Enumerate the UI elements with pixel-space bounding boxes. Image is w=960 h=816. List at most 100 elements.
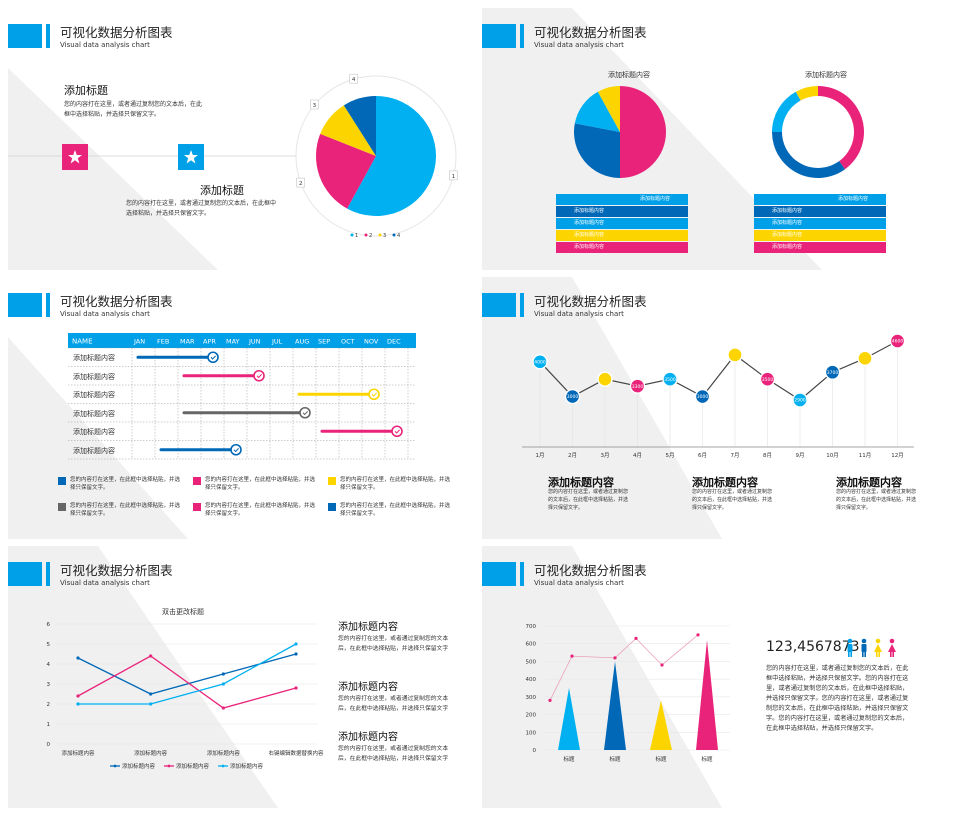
x-tick-label: 10月 xyxy=(826,452,839,459)
pie-slice xyxy=(620,86,666,178)
series-line xyxy=(77,653,297,695)
slide-subtitle: Visual data analysis chart xyxy=(60,41,150,49)
data-point xyxy=(660,663,664,667)
month-label: JAN xyxy=(133,338,145,346)
y-tick-label: 200 xyxy=(526,713,537,719)
data-point xyxy=(149,702,153,706)
legend-square xyxy=(58,503,66,511)
legend-square xyxy=(328,477,336,485)
data-point xyxy=(149,692,153,696)
slice-label: 1 xyxy=(452,174,456,180)
check-icon xyxy=(299,406,311,419)
legend-text: 您的内容打在这里，在此框中选择粘贴，并选择只保留文字。 xyxy=(340,477,451,491)
legend-square xyxy=(58,477,66,485)
data-point xyxy=(76,694,80,698)
x-tick-label: 9月 xyxy=(796,452,805,459)
legend-marker xyxy=(378,233,382,237)
slice-label: 2 xyxy=(299,181,303,187)
y-tick-label: 400 xyxy=(526,677,537,683)
data-point xyxy=(532,354,548,370)
header-bar xyxy=(46,24,50,48)
data-point xyxy=(548,698,552,702)
slide-title: 可视化数据分析图表 xyxy=(60,25,173,40)
data-point xyxy=(76,702,80,706)
check-mark xyxy=(302,411,308,416)
data-point xyxy=(889,333,906,349)
data-point xyxy=(564,388,581,405)
legend-text: 您的内容打在这里，在此框中选择粘贴，并选择只保留文字。 xyxy=(205,503,316,517)
y-tick-label: 0 xyxy=(47,742,51,748)
month-label: MAR xyxy=(180,338,195,346)
x-tick-label: 2月 xyxy=(568,452,577,459)
table-row: 添加标题内容 xyxy=(556,242,688,253)
x-tick-label: 标题 xyxy=(701,755,713,763)
slide-title: 可视化数据分析图表 xyxy=(60,294,173,309)
body-text: 您的内容打在这里，或者通过复制您的文本后，在此框中选择粘贴，并选择只保留文字。您… xyxy=(766,665,909,732)
legend-label: 添加标题内容 xyxy=(176,762,210,770)
cone-chart: 0 100 200 300 400 500 600 700 标题 标题 标题 标题 xyxy=(526,624,730,763)
x-tick-label: 6月 xyxy=(698,452,707,459)
y-tick-label: 4 xyxy=(47,662,51,668)
block-body: 您的内容打在这里，或者通过复制您的文本后，在此框中选择粘贴，并选择只保留文字 xyxy=(338,696,449,712)
y-tick-label: 300 xyxy=(526,695,537,701)
legend-text: 您的内容打在这里，在此框中选择粘贴，并选择只保留文字。 xyxy=(205,477,316,491)
callout-box xyxy=(310,99,319,110)
header-square xyxy=(8,562,42,586)
star-icon xyxy=(68,150,82,164)
x-tick-label: 8月 xyxy=(763,452,772,459)
big-number: 123,4567873 xyxy=(766,639,860,655)
slide-subtitle: Visual data analysis chart xyxy=(534,41,624,49)
table-row: 添加标题内容 xyxy=(754,218,886,229)
header-square xyxy=(8,293,42,317)
data-point xyxy=(294,652,298,656)
header-bar xyxy=(520,562,524,586)
line-chart-monthly: 4000 3000 3300 3500 3000 3500 2900 3700 4600 1月 2月… xyxy=(522,333,914,459)
heading-2: 添加标题 xyxy=(200,184,244,197)
slide-subtitle: Visual data analysis chart xyxy=(60,310,150,318)
woman-icon xyxy=(874,638,882,657)
slide-title: 可视化数据分析图表 xyxy=(534,294,647,309)
x-tick-label: 标题 xyxy=(563,755,575,763)
point-label: 2900 xyxy=(794,398,806,404)
slide-5: 可视化数据分析图表 Visual data analysis chart 双击更… xyxy=(8,546,476,808)
point-label: 4600 xyxy=(892,339,904,345)
legend-marker xyxy=(364,233,368,237)
legend-dot xyxy=(113,764,117,768)
x-tick-label: 5月 xyxy=(666,452,675,459)
table-row: 添加标题内容 xyxy=(556,218,688,229)
check-icon xyxy=(230,443,242,456)
slide-background xyxy=(8,337,188,539)
slide-title: 可视化数据分析图表 xyxy=(534,563,647,578)
pie-slice xyxy=(574,91,620,132)
y-tick-label: 1 xyxy=(47,722,51,728)
data-point xyxy=(759,371,776,387)
slice-label: 3 xyxy=(313,103,317,109)
data-point xyxy=(634,636,638,640)
body-1: 您的内容打在这里，或者通过复制您的文本后，在此框中选择粘贴，并选择只保留文字。 xyxy=(64,101,203,118)
data-point xyxy=(694,388,711,405)
point-label: 3000 xyxy=(697,394,709,400)
data-point xyxy=(792,392,808,408)
legend-label: 4 xyxy=(397,233,400,239)
block-title: 添加标题内容 xyxy=(836,476,902,489)
callout-box xyxy=(296,177,305,188)
month-label: JUL xyxy=(271,338,283,346)
data-point xyxy=(613,656,617,660)
star-box-left xyxy=(62,144,88,170)
data-point xyxy=(662,371,678,387)
block-title: 添加标题内容 xyxy=(692,476,758,489)
y-tick-label: 2 xyxy=(47,702,51,708)
legend-dot xyxy=(221,764,225,768)
chart-title: 双击更改标题 xyxy=(162,607,204,616)
block-title: 添加标题内容 xyxy=(338,622,398,633)
y-tick-label: 0 xyxy=(533,748,537,754)
slide-title: 可视化数据分析图表 xyxy=(534,25,647,40)
star-box-right xyxy=(178,144,204,170)
slide-background xyxy=(482,277,722,539)
y-tick-label: 5 xyxy=(47,642,51,648)
block-body: 您的内容打在这里，或者通过复制您的文本后，在此框中选择粘贴，并选择只保留文字。 xyxy=(836,489,917,511)
check-icon xyxy=(253,369,265,382)
data-point xyxy=(149,654,153,658)
header-square xyxy=(482,562,516,586)
series-line xyxy=(549,634,699,701)
